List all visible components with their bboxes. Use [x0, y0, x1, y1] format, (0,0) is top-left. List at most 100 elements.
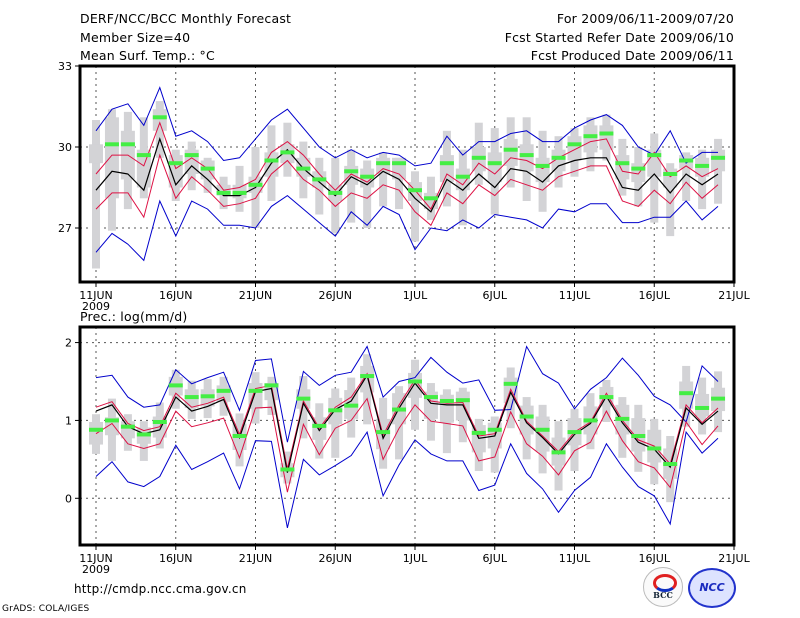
temp-y-tick-label: 27 [58, 222, 72, 235]
bcc-logo-swirl-icon [653, 574, 677, 592]
precip-x-tick-label: 21JUN [239, 552, 273, 565]
precip-observed-marker [535, 427, 550, 432]
temp-box-iqr [583, 125, 598, 153]
precip-observed-marker [615, 416, 630, 421]
ncc-logo: NCC [688, 568, 736, 608]
temp-x-year-label: 2009 [82, 300, 110, 313]
precip-series-lower [95, 397, 719, 493]
precip-box-iqr [695, 393, 710, 417]
temp-x-tick-label: 11JUN [79, 289, 113, 302]
temp-box-whisker [666, 163, 675, 237]
temp-box-iqr [439, 155, 454, 183]
temp-box-whisker [379, 152, 388, 207]
temp-observed-marker [695, 163, 710, 168]
temp-observed-marker [567, 142, 582, 147]
precip-observed-marker [455, 398, 470, 403]
precip-observed-marker [392, 407, 407, 412]
precip-observed-marker [264, 383, 279, 388]
precip-y-tick-label: 1 [65, 414, 72, 427]
temp-box-iqr [711, 149, 726, 172]
precip-observed-marker [120, 424, 135, 429]
precip-observed-marker [376, 430, 391, 435]
temp-observed-marker [471, 155, 486, 160]
temp-series-lower [95, 153, 719, 227]
temp-x-tick-label: 16JUN [159, 289, 193, 302]
precip-observed-marker [679, 391, 694, 396]
variable-label: Mean Surf. Temp.: °C [80, 48, 215, 63]
temp-box-iqr [104, 117, 119, 199]
temp-observed-marker [583, 134, 598, 139]
temp-observed-marker [663, 172, 678, 176]
temp-y-tick-label: 33 [58, 60, 72, 73]
precip-plot-frame [78, 325, 736, 547]
temp-series-min [95, 194, 719, 262]
precip-observed-marker [711, 396, 726, 401]
precip-observed-marker [248, 388, 263, 393]
temp-series-mean [95, 136, 719, 213]
grads-credit: GrADS: COLA/IGES [2, 604, 90, 614]
precip-observed-marker [280, 467, 295, 472]
temp-observed-marker [455, 174, 470, 179]
temp-box-iqr [503, 138, 518, 166]
precip-y-tick-label: 2 [65, 337, 72, 350]
temp-observed-marker [120, 142, 135, 147]
precip-observed-marker [471, 430, 486, 435]
precip-observed-marker [168, 383, 183, 388]
temp-box-iqr [663, 168, 678, 188]
temp-observed-marker [487, 161, 502, 166]
temp-box-whisker [363, 160, 372, 228]
temp-box-iqr [392, 157, 407, 180]
precip-x-tick-label: 16JUL [639, 552, 671, 565]
temp-box-whisker [650, 133, 659, 223]
precip-observed-marker [89, 427, 103, 432]
precip-x-tick-label: 11JUL [559, 552, 591, 565]
temp-box-iqr [455, 168, 470, 191]
temp-box-whisker [698, 149, 707, 210]
temp-observed-marker [408, 188, 422, 193]
precip-box-iqr [519, 405, 534, 435]
temp-observed-marker [200, 166, 215, 171]
precip-x-tick-label: 26JUN [318, 552, 352, 565]
temp-box-iqr [264, 152, 279, 177]
temp-x-tick-label: 26JUN [318, 289, 352, 302]
temp-box-iqr [599, 125, 614, 150]
temp-observed-marker [104, 142, 119, 147]
precip-series-max [95, 345, 719, 443]
precip-series-upper [95, 372, 719, 469]
precip-observed-marker [200, 394, 215, 399]
precip-x-tick-label: 21JUL [718, 552, 750, 565]
precip-observed-marker [216, 388, 231, 393]
temp-box-iqr [487, 152, 502, 183]
precip-x-year-label: 2009 [82, 563, 110, 576]
temp-observed-marker [535, 163, 550, 168]
source-url[interactable]: http://cmdp.ncc.cma.gov.cn [74, 582, 247, 596]
precip-x-tick-label: 11JUN [79, 552, 113, 565]
temp-observed-marker [344, 169, 359, 174]
temp-box-iqr [567, 136, 582, 161]
precip-box-iqr [439, 394, 454, 423]
precip-observed-marker [519, 414, 534, 419]
temp-observed-marker [280, 150, 295, 155]
temp-observed-marker [615, 161, 630, 166]
precip-observed-marker [423, 395, 438, 400]
precip-observed-marker [599, 395, 614, 400]
temp-box-iqr [89, 144, 103, 164]
temp-observed-marker [376, 161, 391, 166]
temp-observed-marker [168, 161, 183, 166]
temp-observed-marker [152, 115, 167, 120]
ncc-logo-text: NCC [699, 581, 725, 594]
precip-y-tick-label: 0 [65, 492, 72, 505]
temp-observed-marker [631, 166, 646, 171]
precip-observed-marker [184, 395, 199, 400]
precip-box-iqr [360, 365, 375, 393]
temp-box-whisker [395, 157, 404, 210]
precip-observed-marker [551, 450, 566, 455]
forecast-period: For 2009/06/11-2009/07/20 [556, 11, 734, 26]
temp-observed-marker [312, 177, 327, 182]
temp-observed-marker [503, 147, 518, 152]
temp-box-iqr [615, 155, 630, 180]
temp-box-iqr [551, 149, 566, 172]
temp-observed-marker [248, 182, 263, 187]
precip-observed-marker [647, 446, 662, 451]
